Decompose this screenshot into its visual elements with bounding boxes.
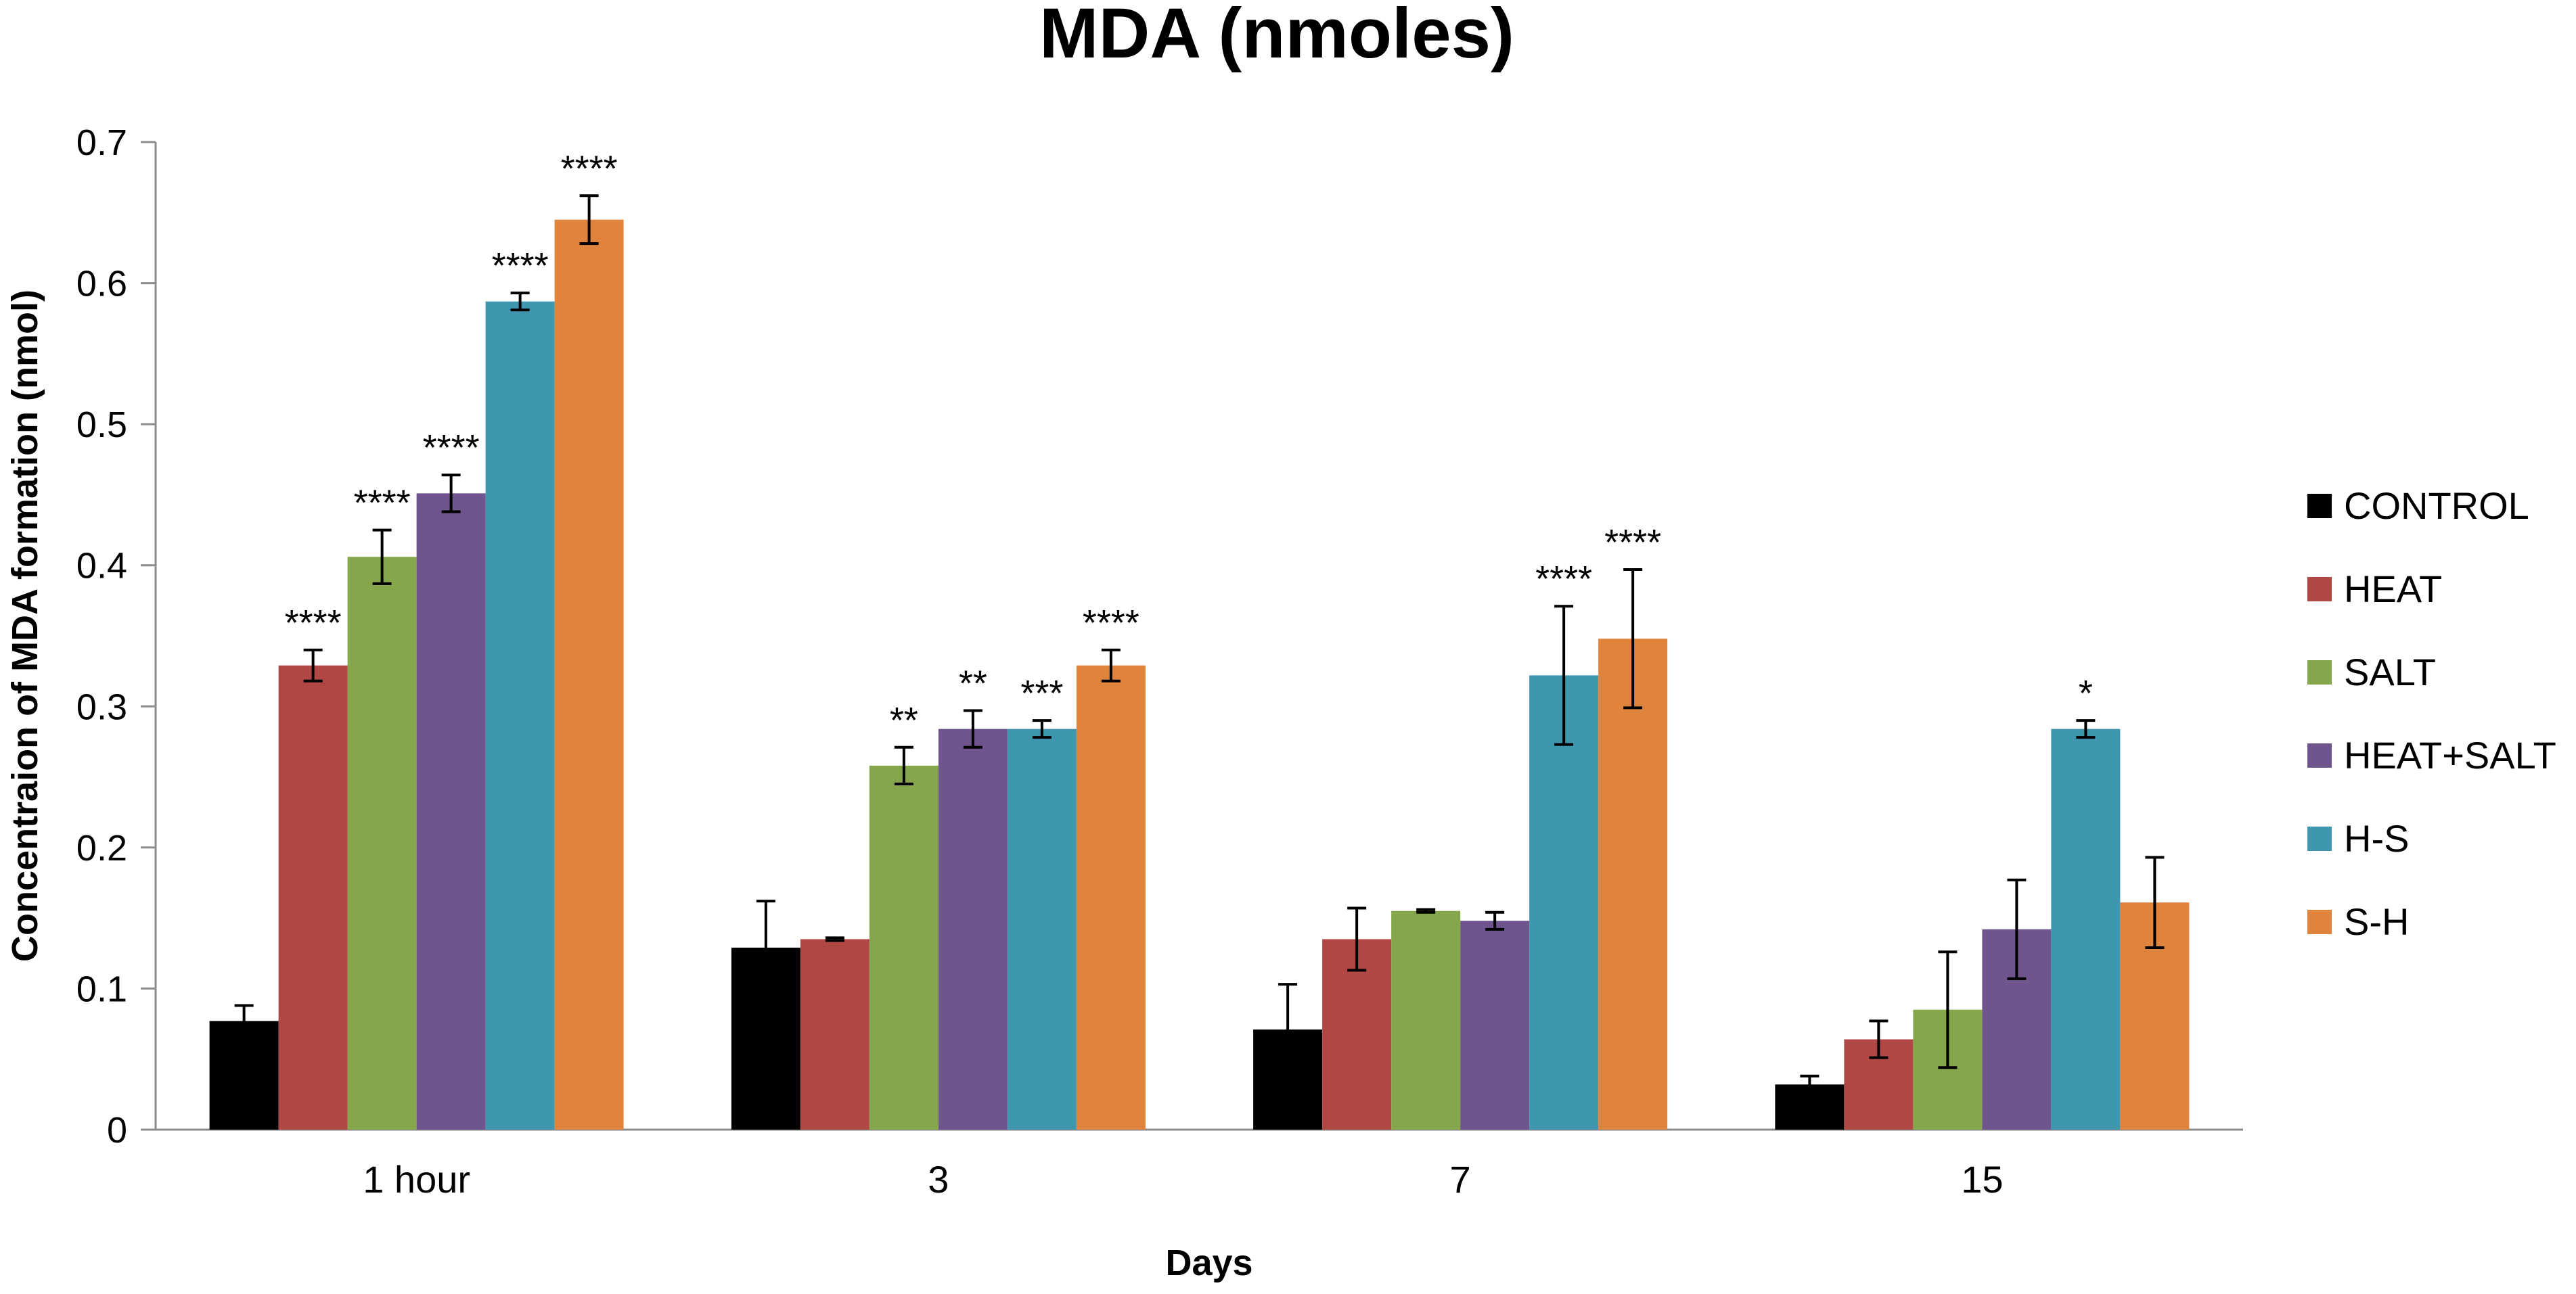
y-tick-label: 0.6 <box>76 264 127 304</box>
x-axis: 1 hour 3 7 15 <box>156 1128 2243 1201</box>
bar-heat <box>278 665 348 1130</box>
legend-swatch <box>2307 743 2332 768</box>
significance-label: *** <box>1020 673 1063 714</box>
x-category-label: 7 <box>1450 1158 1471 1201</box>
error-bar-marks <box>234 194 2165 1094</box>
legend-item: S-H <box>2307 900 2409 943</box>
y-tick-label: 0.3 <box>76 687 127 727</box>
y-tick-label: 0.7 <box>76 122 127 163</box>
significance-label: ** <box>959 664 987 704</box>
significance-label: **** <box>492 246 549 286</box>
bar-heat-salt <box>938 729 1008 1130</box>
bar-control <box>209 1021 279 1130</box>
bar-h-s <box>2051 729 2121 1130</box>
y-tick-label: 0.2 <box>76 828 127 869</box>
legend-swatch <box>2307 577 2332 601</box>
bar-heat-salt <box>416 493 486 1130</box>
legend-swatch <box>2307 660 2332 685</box>
x-category-label: 15 <box>1961 1158 2003 1201</box>
legend-item: CONTROL <box>2307 484 2529 527</box>
bar-heat-salt <box>1460 921 1530 1130</box>
bar-salt <box>347 557 417 1130</box>
legend-swatch <box>2307 494 2332 518</box>
bar-s-h <box>554 219 624 1130</box>
y-tick-label: 0 <box>107 1110 127 1151</box>
bar-heat <box>800 939 869 1130</box>
significance-label: **** <box>1535 559 1592 599</box>
bar-h-s <box>1529 675 1599 1130</box>
y-tick-label: 0.1 <box>76 969 127 1009</box>
significance-label: **** <box>285 603 342 643</box>
legend: CONTROL HEAT SALT HEAT+SALT H-S S-H <box>2307 484 2556 943</box>
bar-salt <box>1391 910 1461 1130</box>
chart-title: MDA (nmoles) <box>1039 0 1514 73</box>
x-category-label: 3 <box>928 1158 949 1201</box>
significance-label: ** <box>890 700 918 741</box>
significance-label: **** <box>1083 603 1139 643</box>
significance-label: **** <box>1604 522 1661 563</box>
significance-label: **** <box>423 428 480 468</box>
bar-s-h <box>1598 639 1668 1130</box>
bar-h-s <box>485 301 555 1130</box>
y-tick-label: 0.5 <box>76 405 127 445</box>
legend-swatch <box>2307 910 2332 934</box>
bar-h-s <box>1007 729 1077 1130</box>
bar-s-h <box>1076 665 1146 1130</box>
significance-label: **** <box>354 483 411 524</box>
legend-label: HEAT+SALT <box>2344 734 2556 777</box>
bar-marks <box>209 219 2190 1130</box>
legend-item: H-S <box>2307 817 2409 860</box>
y-tick-label: 0.4 <box>76 546 127 586</box>
legend-swatch <box>2307 827 2332 851</box>
legend-label: S-H <box>2344 900 2409 943</box>
legend-item: HEAT+SALT <box>2307 734 2556 777</box>
legend-label: SALT <box>2344 651 2436 693</box>
significance-label: * <box>2079 673 2093 714</box>
significance-labels: **************************************** <box>285 148 2093 741</box>
x-axis-title: Days <box>1165 1243 1252 1283</box>
x-category-label: 1 hour <box>363 1158 470 1201</box>
legend-label: HEAT <box>2344 568 2442 610</box>
legend-item: SALT <box>2307 651 2436 693</box>
y-axis: 0 0.1 0.2 0.3 0.4 0.5 0.6 0.7 <box>76 122 157 1151</box>
y-axis-title: Concentraion of MDA formation (nmol) <box>5 290 45 962</box>
bar-salt <box>869 765 939 1130</box>
significance-label: **** <box>561 148 618 189</box>
legend-label: CONTROL <box>2344 484 2529 527</box>
legend-label: H-S <box>2344 817 2409 860</box>
legend-item: HEAT <box>2307 568 2442 610</box>
